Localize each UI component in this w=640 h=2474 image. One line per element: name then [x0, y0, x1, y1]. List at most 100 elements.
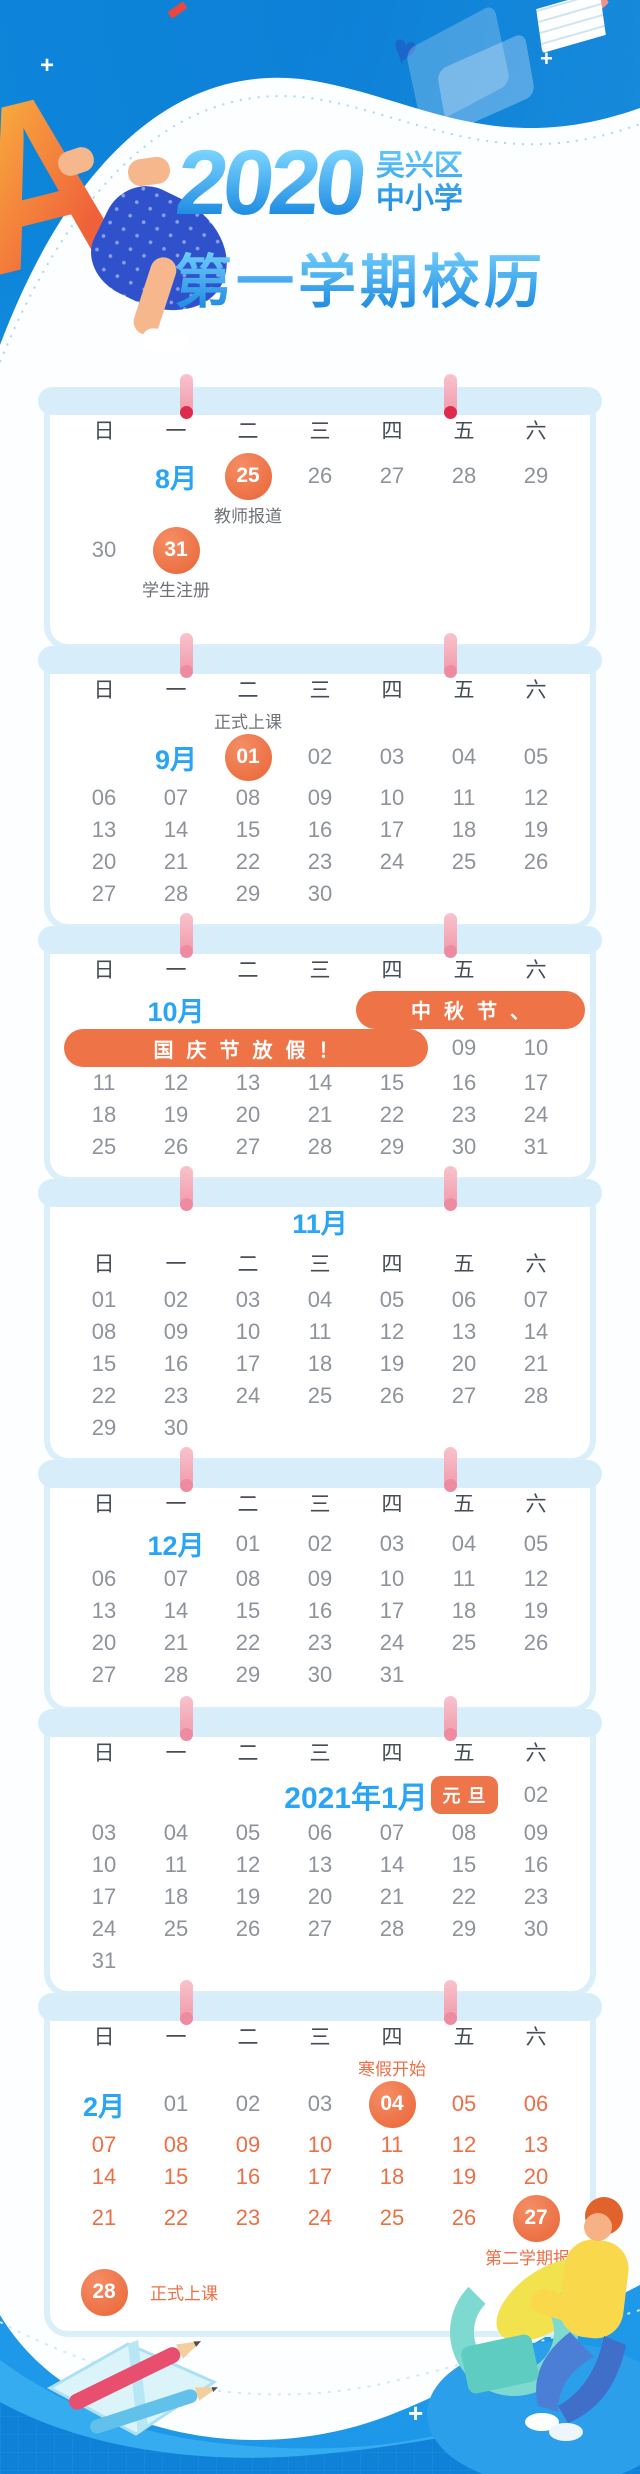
region-line2: 中小学 — [375, 183, 463, 216]
week-row: 06 07 08 09 10 11 12 — [68, 782, 572, 814]
day-cell: 07 — [163, 1566, 189, 1591]
weekday-row: 日一二三四五六 — [68, 1483, 572, 1524]
day-cell: 13 — [523, 2132, 549, 2157]
day-cell: 22 — [235, 849, 261, 874]
day-cell: 19 — [163, 1102, 189, 1127]
day-cell: 19 — [235, 1884, 261, 1909]
weekday-label: 二 — [237, 1742, 259, 1765]
calendar-card-2020-11: 11月日 一 二 三 四 五 六 01 02 03 04 05 06 07 08 09 10 11 12 13 14 15… — [38, 1166, 602, 1458]
day-cell: 24 — [379, 1630, 405, 1655]
day-cell: 21 — [307, 1102, 333, 1127]
day-cell: 26 — [307, 463, 333, 488]
empty-cell — [428, 1412, 500, 1444]
month-label: 2月 — [82, 2091, 126, 2122]
day-cell: 12 — [523, 1566, 549, 1591]
notebook-pencils-illustration — [46, 2340, 218, 2436]
day-cell: 28 — [307, 1134, 333, 1159]
weekday-label: 一 — [165, 2026, 187, 2049]
holiday-banner: 中秋节、 — [356, 990, 585, 1029]
day-cell: 17 — [235, 1351, 261, 1376]
day-cell: 14 — [91, 2164, 117, 2189]
empty-cell — [284, 1945, 356, 1977]
day-cell: 15 — [91, 1351, 117, 1376]
weekday-label: 二 — [237, 959, 259, 982]
sparkle-plus-icon: + — [40, 52, 55, 79]
weekday-label: 三 — [309, 2026, 331, 2049]
day-cell: 06 — [91, 785, 117, 810]
day-cell: 23 — [307, 849, 333, 874]
pin-icon — [444, 1447, 458, 1492]
week-row: 08 09 10 11 12 13 14 — [68, 1316, 572, 1348]
day-cell: 27 — [91, 881, 117, 906]
month-label: 8月 — [154, 463, 198, 494]
region-line1: 吴兴区 — [375, 150, 463, 183]
weekday-label: 日 — [93, 679, 115, 702]
weekday-row: 日一二三四五六 — [68, 2016, 572, 2057]
day-cell: 24 — [379, 849, 405, 874]
day-cell: 30 — [307, 881, 333, 906]
month-label: 2021年1月 — [284, 1782, 428, 1815]
day-cell: 27 — [379, 463, 405, 488]
calendar-card-2020-08: 日 一 二 三 四 五 六 8月 25 教师报道 26 27 28 29 30 31 学生注册 — [38, 374, 602, 644]
day-cell: 14 — [307, 1070, 333, 1095]
empty-cell — [500, 534, 572, 566]
day-cell: 17 — [379, 1598, 405, 1623]
week-row: 03 04 05 06 07 08 09 — [68, 1817, 572, 1849]
pin-icon — [444, 1980, 458, 2025]
day-cell: 28 — [379, 1916, 405, 1941]
week-row: 10 11 12 13 14 15 16 — [68, 1849, 572, 1881]
weekday-label: 四 — [381, 2026, 403, 2049]
empty-cell — [500, 878, 572, 910]
event-circle: 25 — [224, 452, 272, 500]
day-cell: 15 — [235, 1598, 261, 1623]
day-cell: 28 — [451, 463, 477, 488]
day-cell: 05 — [451, 2091, 477, 2116]
weekday-label: 二 — [237, 1493, 259, 1516]
calendar-stack: 日一二三四五六 8月 25 教师报道 26 27 28 29 30 31 学生注册日一二三四五六 9月… — [38, 374, 602, 2331]
sparkle-plus-icon: + — [408, 2398, 423, 2428]
day-cell: 21 — [163, 1630, 189, 1655]
event-day: 04 寒假开始 — [356, 2060, 428, 2129]
day-cell: 03 — [307, 2091, 333, 2116]
weekday-label: 一 — [165, 679, 187, 702]
empty-cell — [428, 1659, 500, 1691]
pin-icon — [444, 633, 458, 678]
empty-cell — [68, 994, 140, 1026]
day-cell: 07 — [163, 785, 189, 810]
day-cell: 21 — [163, 849, 189, 874]
day-cell: 16 — [235, 2164, 261, 2189]
weekday-row: 日一二三四五六 — [68, 410, 572, 451]
pin-icon — [444, 913, 458, 958]
empty-cell — [68, 460, 140, 492]
event-circle: 27 — [512, 2194, 560, 2242]
day-cell: 29 — [235, 1662, 261, 1687]
day-cell: 01 — [91, 1287, 117, 1312]
day-cell: 29 — [451, 1916, 477, 1941]
day-cell: 17 — [307, 2164, 333, 2189]
day-cell: 27 — [451, 1383, 477, 1408]
day-cell: 13 — [307, 1852, 333, 1877]
empty-cell — [68, 1528, 140, 1560]
day-cell: 23 — [523, 1884, 549, 1909]
event-label: 寒假开始 — [358, 2060, 426, 2079]
empty-cell — [212, 534, 284, 566]
holiday-badge: 元旦 — [430, 1776, 498, 1814]
day-cell: 08 — [163, 2132, 189, 2157]
event-label: 正式上课 — [214, 713, 282, 732]
week-row: 13 14 15 16 17 18 19 — [68, 1595, 572, 1627]
day-cell: 27 — [235, 1134, 261, 1159]
weekday-label: 五 — [453, 1493, 475, 1516]
day-cell: 26 — [451, 2205, 477, 2230]
day-cell: 28 — [163, 1662, 189, 1687]
day-cell: 23 — [451, 1102, 477, 1127]
empty-cell — [284, 994, 356, 1026]
day-cell: 15 — [451, 1852, 477, 1877]
day-cell: 08 — [235, 785, 261, 810]
day-cell: 13 — [235, 1070, 261, 1095]
calendar-card-2020-10: 日 一 二 三 四 五 六 10月 中秋节、 国庆节放假！ 09 10 11 12 13 14 15 16 17 18… — [38, 913, 602, 1177]
day-cell: 12 — [163, 1070, 189, 1095]
weekday-label: 一 — [165, 1742, 187, 1765]
weekday-label: 四 — [381, 1742, 403, 1765]
weekday-label: 二 — [237, 420, 259, 443]
